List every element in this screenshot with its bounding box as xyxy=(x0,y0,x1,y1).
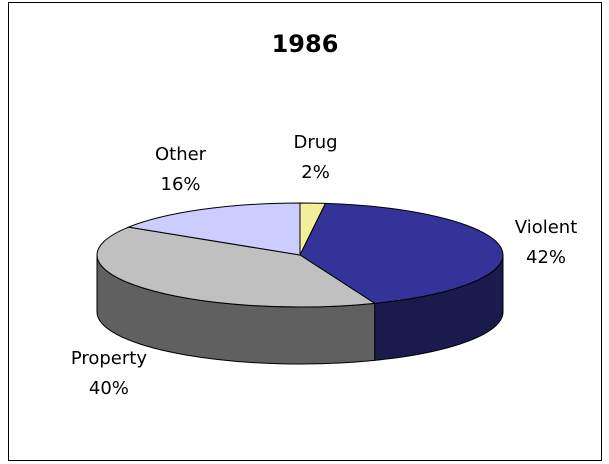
chart-title: 1986 xyxy=(272,30,339,58)
slice-value-label: 40% xyxy=(89,378,129,399)
pie-slice xyxy=(126,202,301,256)
slice-label: Property xyxy=(71,348,148,369)
slice-label: Other xyxy=(155,144,207,165)
slice-label: Violent xyxy=(515,217,577,238)
slice-value-label: 42% xyxy=(526,247,566,268)
pie-slice xyxy=(299,202,504,304)
pie-slice xyxy=(96,226,377,308)
slice-value-label: 2% xyxy=(301,162,330,183)
slice-value-label: 16% xyxy=(161,174,201,195)
slice-label: Drug xyxy=(294,132,338,153)
